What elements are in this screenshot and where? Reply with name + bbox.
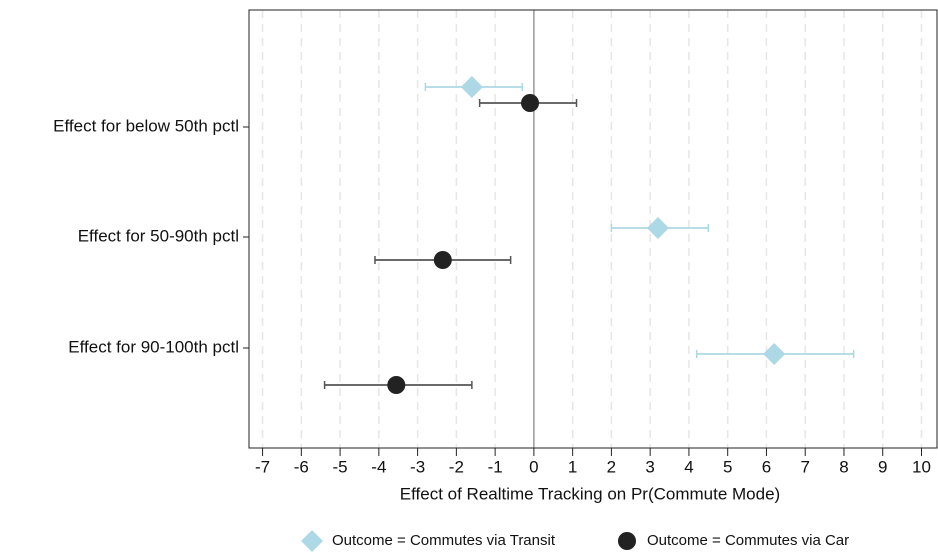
x-tick-label: -4 (371, 457, 386, 476)
x-tick-label: -2 (449, 457, 464, 476)
x-tick-label: -3 (410, 457, 425, 476)
y-tick-label: Effect for 50-90th pctl (78, 226, 239, 245)
x-tick-label: 6 (762, 457, 771, 476)
point (763, 343, 786, 365)
point (521, 94, 540, 112)
x-tick-label: 9 (878, 457, 887, 476)
point (460, 76, 483, 98)
legend-marker (618, 532, 636, 550)
x-tick-label: 4 (684, 457, 693, 476)
y-tick-label: Effect for 90-100th pctl (68, 337, 239, 356)
legend-marker (301, 530, 323, 552)
x-tick-label: 10 (912, 457, 931, 476)
point (646, 217, 669, 239)
x-tick-label: 5 (723, 457, 732, 476)
point (387, 376, 406, 394)
legend-label: Outcome = Commutes via Transit (332, 532, 556, 549)
legend-label: Outcome = Commutes via Car (647, 532, 849, 549)
point (433, 251, 452, 269)
x-tick-label: -1 (488, 457, 503, 476)
x-tick-label: 0 (529, 457, 538, 476)
x-tick-label: 3 (645, 457, 654, 476)
x-tick-label: 1 (568, 457, 577, 476)
y-tick-label: Effect for below 50th pctl (53, 116, 239, 135)
x-tick-label: -6 (294, 457, 309, 476)
x-tick-label: -5 (333, 457, 348, 476)
x-tick-label: 7 (800, 457, 809, 476)
plot-frame (248, 9, 938, 449)
x-tick-label: 8 (839, 457, 848, 476)
x-axis-title: Effect of Realtime Tracking on Pr(Commut… (400, 484, 780, 503)
x-tick-label: -7 (255, 457, 270, 476)
x-tick-label: 2 (607, 457, 616, 476)
